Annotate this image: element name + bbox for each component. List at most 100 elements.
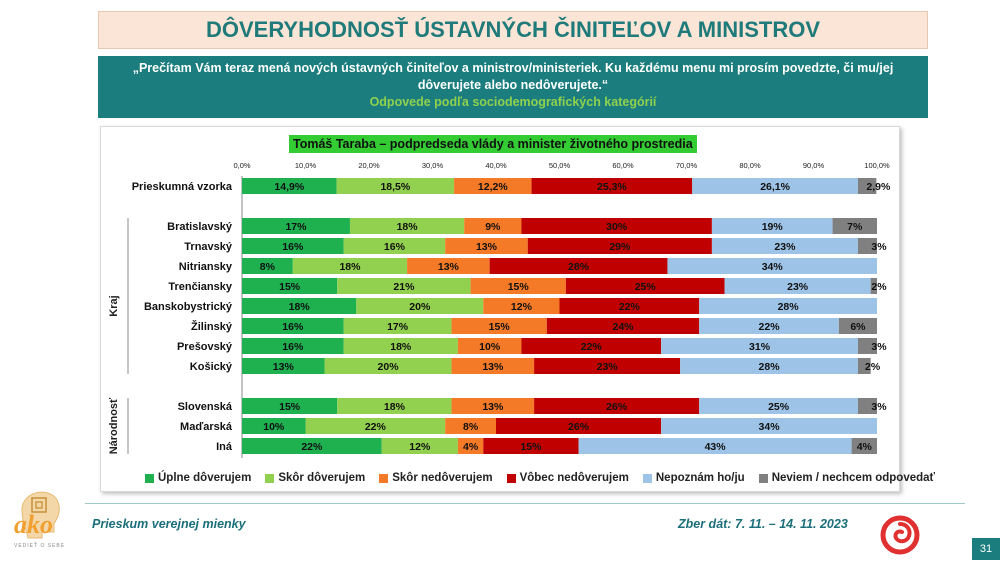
bar-segment [661,418,877,434]
category-label: Maďarská [180,421,233,433]
data-label: 18% [289,301,311,313]
data-label: 34% [762,261,784,273]
bar-segment [407,258,490,274]
data-label: 18% [339,261,361,273]
data-label: 3% [871,241,887,253]
category-label: Banskobystrický [144,301,233,313]
category-label: Žilinský [191,320,233,333]
legend-label: Úplne dôverujem [158,472,252,484]
category-label: Prieskumná vzorka [132,181,233,193]
bar-segment [546,318,700,334]
legend-swatch [379,473,389,483]
bar-segment [857,338,877,354]
data-label: 25% [768,401,790,413]
data-label: 3% [871,341,887,353]
bar-segment [464,218,522,234]
bar-segment [356,298,484,314]
bar-segment [534,398,700,414]
data-label: 10% [479,341,501,353]
slide-title: DÔVERYHODNOSŤ ÚSTAVNÝCH ČINITEĽOV A MINI… [206,17,820,42]
bar-segment [527,238,712,254]
category-label: Košický [190,361,233,373]
bar-segment [445,238,528,254]
data-label: 28% [778,301,800,313]
x-tick-label: 100,0% [864,161,890,170]
data-label: 17% [387,321,409,333]
data-label: 18% [384,401,406,413]
bar-segment [680,358,858,374]
bar-segment [496,418,662,434]
bar-segment [242,398,338,414]
bar-segment [242,218,350,234]
legend-item: Úplne dôverujem [145,472,251,484]
legend-item: Vôbec nedôverujem [506,472,629,484]
data-label: 22% [619,301,641,313]
legend-item: Neviem / nechcem odpovedať [758,472,936,484]
bar-segment [521,218,712,234]
data-label: 13% [438,261,460,273]
bar-segment [451,318,547,334]
bar-segment [661,338,858,354]
x-tick-label: 90,0% [803,161,825,170]
group-label: Národnosť [108,397,120,454]
data-label: 20% [409,301,431,313]
data-label: 24% [612,321,634,333]
bar-segment [857,358,871,374]
data-label: 2% [871,281,887,293]
ako-head-icon [21,491,60,539]
bar-segment [343,338,458,354]
bar-segment [559,298,700,314]
data-label: 23% [774,241,796,253]
data-label: 2% [865,361,881,373]
bar-segment [857,238,877,254]
bar-segment [242,298,357,314]
data-label: 43% [705,441,727,453]
x-tick-label: 0,0% [233,161,250,170]
data-label: 15% [508,281,530,293]
bar-segment [483,298,560,314]
x-tick-label: 30,0% [422,161,444,170]
client-logo-icon [880,515,920,555]
x-tick-label: 80,0% [739,161,761,170]
bar-segment [692,178,858,194]
data-label: 15% [520,441,542,453]
bar-segment [699,298,877,314]
bar-segment [242,258,293,274]
bar-segment [457,438,484,454]
data-label: 2,9% [866,181,891,193]
bar-segment [531,178,693,194]
bar-segment [699,318,839,334]
bar-segment [470,278,566,294]
x-tick-label: 20,0% [358,161,380,170]
legend-label: Vôbec nedôverujem [519,472,629,484]
data-label: 8% [260,261,276,273]
ako-logo-tagline: VEDIEŤ O SEBE [14,543,66,549]
data-label: 23% [597,361,619,373]
group-label: Kraj [108,295,120,316]
legend-swatch [145,473,154,483]
legend-label: Neviem / nechcem odpovedať [771,472,936,484]
chart-title: Tomáš Taraba – podpredseda vlády a minis… [289,135,697,153]
ako-logo-text: ako [14,510,53,539]
bar-segment [870,278,877,294]
bar-segment [711,238,858,254]
question-box: „Prečítam Vám teraz mená nových ústavnýc… [98,56,928,118]
data-label: 13% [482,361,504,373]
collection-dates: Zber dát: 7. 11. – 14. 11. 2023 [678,517,848,531]
bar-segment [699,398,858,414]
legend-swatch [506,473,516,483]
data-label: 13% [482,401,504,413]
x-tick-label: 70,0% [676,161,698,170]
bar-segment [857,398,877,414]
bar-segment [483,438,579,454]
legend-item: Skôr dôverujem [265,472,365,484]
data-label: 12,2% [478,181,508,193]
question-subtitle: Odpovede podľa sociodemografických kateg… [369,95,657,109]
data-label: 16% [384,241,406,253]
bar-segment [381,438,458,454]
bar-segment [337,278,471,294]
data-label: 25% [635,281,657,293]
bar-segment [305,418,446,434]
data-label: 31% [749,341,771,353]
bar-segment [454,178,532,194]
